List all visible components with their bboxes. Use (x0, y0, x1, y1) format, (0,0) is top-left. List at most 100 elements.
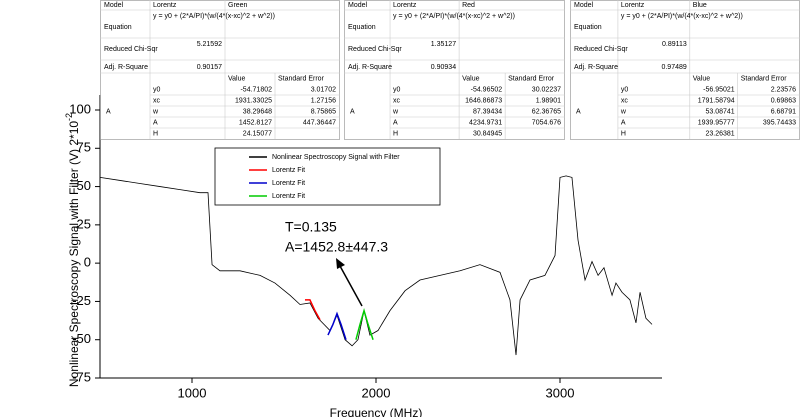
table-cell: 6.68791 (771, 108, 796, 115)
table-label: Standard Error (508, 75, 555, 82)
series-line (304, 299, 321, 321)
table-cell: 2.23576 (771, 86, 796, 93)
table-cell: 62.36765 (532, 108, 561, 115)
table-label: Model (348, 2, 368, 9)
table-cell: y = y0 + (2*A/PI)*(w/(4*(x-xc)^2 + w^2)) (153, 13, 275, 20)
table-cell: 1452.8127 (239, 119, 272, 126)
table-cell: y0 (621, 86, 629, 93)
series-line (355, 307, 374, 340)
table-label: Value (462, 75, 479, 82)
series-line (327, 311, 347, 340)
table-cell: 7054.676 (532, 119, 561, 126)
table-cell: H (393, 130, 398, 137)
legend-label: Lorentz Fit (272, 180, 305, 187)
table-cell: 8.75865 (311, 108, 336, 115)
table-label: Reduced Chi-Sqr (348, 46, 402, 53)
table-cell: A (621, 119, 626, 126)
table-cell: 23.26381 (706, 130, 735, 137)
legend-label: Lorentz Fit (272, 193, 305, 200)
y-axis-label-exponent: -2 (64, 113, 74, 121)
table-cell: Red (462, 2, 475, 9)
y-tick-label: 0 (84, 255, 91, 270)
table-cell: xc (393, 97, 401, 104)
table-cell: 1939.95777 (698, 119, 735, 126)
table-label: Model (104, 2, 124, 9)
table-cell: 1.35127 (431, 41, 456, 48)
table-cell: Lorentz (153, 2, 177, 9)
table-cell: y0 (393, 86, 401, 93)
table-cell: A (153, 119, 158, 126)
table-label: A (576, 108, 581, 115)
table-label: A (350, 108, 355, 115)
y-axis-label: Nonlinear Spectroscopy Signal with Filte… (64, 113, 81, 387)
y-axis-label-text: Nonlinear Spectroscopy Signal with Filte… (67, 121, 81, 387)
table-cell: H (153, 130, 158, 137)
table-cell: w (392, 108, 399, 115)
x-tick-label: 1000 (178, 385, 207, 400)
y-tick-label: -25 (72, 293, 91, 308)
table-label: Equation (574, 24, 602, 31)
table-cell: 5.21592 (197, 41, 222, 48)
annotation-arrowhead (336, 258, 345, 269)
table-cell: H (621, 130, 626, 137)
y-tick-label: -75 (72, 369, 91, 384)
table-cell: Blue (693, 2, 707, 9)
table-label: Adj. R-Square (104, 64, 148, 71)
table-cell: 0.90934 (431, 64, 456, 71)
table-label: Value (693, 75, 710, 82)
table-label: Equation (348, 24, 376, 31)
table-cell: Lorentz (393, 2, 417, 9)
table-cell: 53.08741 (706, 108, 735, 115)
y-tick-label: 100 (69, 101, 91, 116)
annotation: T=0.135 (285, 219, 337, 235)
table-cell: 447.36447 (303, 119, 336, 126)
table-label: Value (228, 75, 245, 82)
table-label: A (106, 108, 111, 115)
table-cell: -56.95021 (703, 86, 735, 93)
y-tick-label: 50 (77, 178, 91, 193)
table-cell: y0 (153, 86, 161, 93)
table-cell: 3.01702 (311, 86, 336, 93)
x-axis-label: Frequency (MHz) (330, 406, 423, 417)
legend-label: Lorentz Fit (272, 167, 305, 174)
table-label: Standard Error (741, 75, 788, 82)
table-cell: w (620, 108, 627, 115)
table-cell: y = y0 + (2*A/PI)*(w/(4*(x-xc)^2 + w^2)) (393, 13, 515, 20)
table-cell: 1.98901 (536, 97, 561, 104)
table-cell: xc (621, 97, 629, 104)
fit-table (570, 0, 800, 140)
table-cell: w (152, 108, 159, 115)
table-cell: 0.90157 (197, 64, 222, 71)
table-cell: 30.02237 (532, 86, 561, 93)
table-label: Adj. R-Square (574, 64, 618, 71)
table-cell: -54.71802 (240, 86, 272, 93)
table-cell: 0.89113 (662, 41, 687, 48)
table-cell: 0.69863 (771, 97, 796, 104)
table-cell: 1.27156 (311, 97, 336, 104)
legend-label: Nonlinear Spectroscopy Signal with Filte… (272, 154, 400, 161)
table-cell: 30.84945 (473, 130, 502, 137)
table-label: Reduced Chi-Sqr (104, 46, 158, 53)
x-tick-label: 2000 (362, 385, 391, 400)
x-tick-label: 3000 (546, 385, 575, 400)
annotation-arrow (339, 265, 363, 307)
annotation: A=1452.8±447.3 (285, 239, 388, 255)
table-label: Model (574, 2, 594, 9)
table-label: Reduced Chi-Sqr (574, 46, 628, 53)
series-line (99, 175, 653, 356)
table-cell: A (393, 119, 398, 126)
y-tick-label: 25 (77, 216, 91, 231)
fit-table (100, 0, 340, 140)
fit-table (344, 0, 565, 140)
table-cell: 4234.9731 (469, 119, 502, 126)
table-cell: 1931.33025 (235, 97, 272, 104)
table-cell: Green (228, 2, 248, 9)
y-tick-label: 75 (77, 140, 91, 155)
table-cell: 24.15077 (243, 130, 272, 137)
table-cell: 87.39434 (473, 108, 502, 115)
y-tick-label: -50 (72, 331, 91, 346)
table-cell: 0.97489 (661, 64, 686, 71)
table-label: Standard Error (278, 75, 325, 82)
table-label: Adj. R-Square (348, 64, 392, 71)
table-cell: y = y0 + (2*A/PI)*(w/(4*(x-xc)^2 + w^2)) (621, 13, 743, 20)
